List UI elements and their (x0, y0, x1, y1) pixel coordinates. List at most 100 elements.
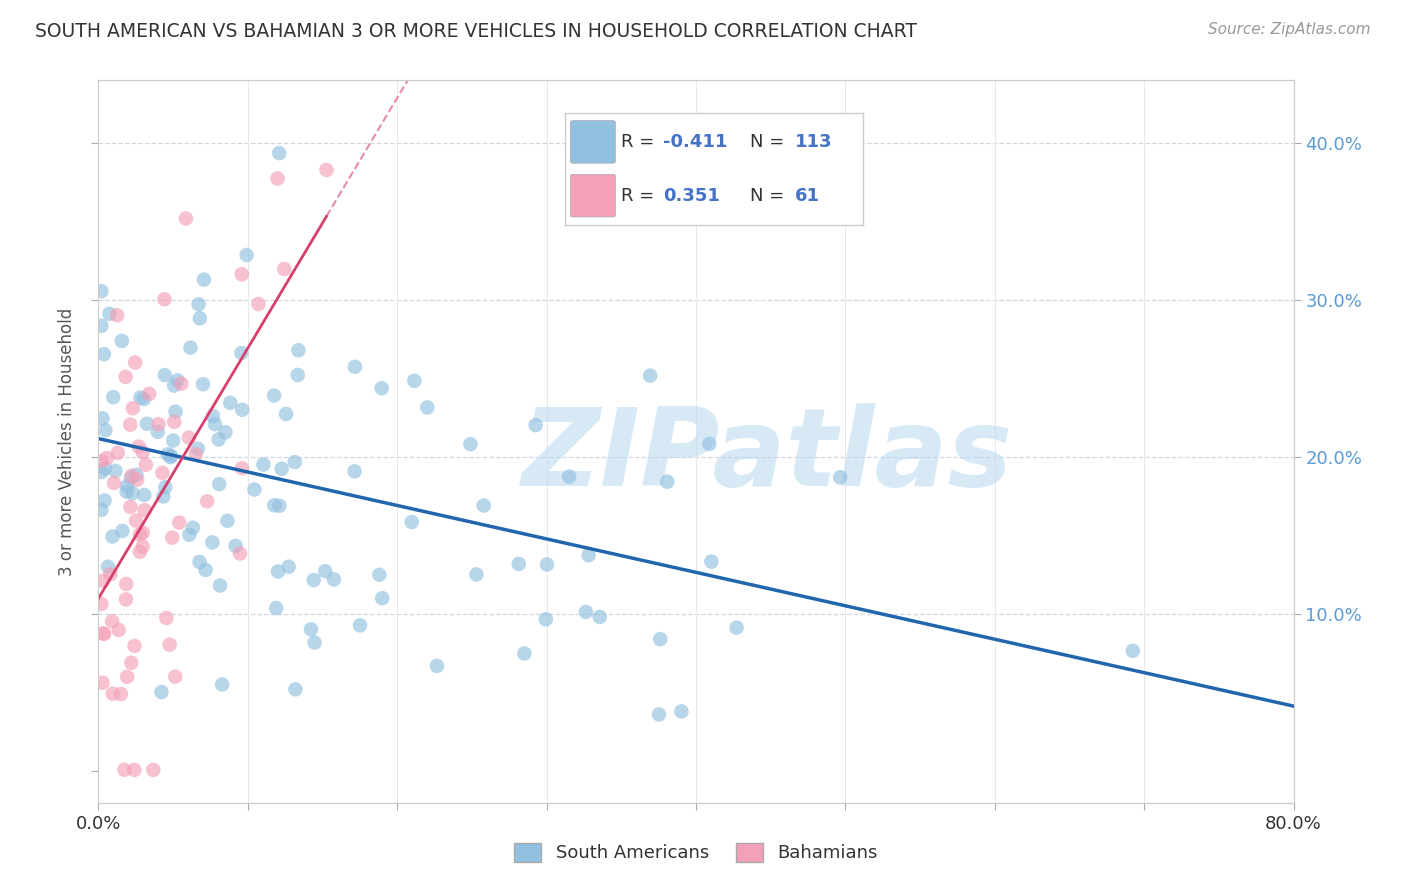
Point (314, 564, 336, 578)
Legend: South Americans, Bahamians: South Americans, Bahamians (508, 836, 884, 870)
Point (179, 341, 201, 355)
Point (179, 528, 201, 542)
Point (135, 417, 157, 431)
Point (128, 527, 150, 541)
Point (343, 464, 366, 478)
Point (134, 488, 156, 502)
Point (94, 423, 117, 437)
Point (274, 407, 297, 421)
Point (138, 387, 160, 401)
Point (201, 409, 224, 423)
Point (287, 368, 309, 382)
Point (91, 626, 114, 640)
Point (107, 623, 129, 637)
Point (269, 146, 291, 161)
Point (90, 454, 112, 468)
Point (128, 440, 150, 454)
Point (153, 368, 176, 383)
Point (124, 763, 146, 777)
Point (508, 557, 530, 571)
Point (225, 539, 247, 553)
Point (465, 567, 488, 582)
Point (121, 486, 143, 500)
Point (131, 540, 153, 554)
Point (156, 447, 179, 461)
Point (323, 573, 346, 587)
Point (132, 392, 155, 406)
Point (153, 293, 176, 307)
Point (263, 388, 285, 402)
Point (170, 376, 193, 391)
Point (231, 402, 253, 417)
Point (195, 494, 218, 508)
Point (120, 500, 142, 514)
Point (115, 592, 138, 607)
Point (129, 545, 152, 559)
Point (247, 297, 270, 311)
Point (231, 461, 253, 475)
Point (370, 381, 392, 395)
Point (120, 417, 142, 432)
Point (93, 627, 115, 641)
Point (162, 434, 184, 448)
Point (184, 447, 207, 461)
Point (159, 450, 181, 464)
Point (94, 461, 117, 475)
Point (650, 632, 672, 647)
Point (163, 415, 186, 429)
Point (187, 442, 209, 456)
Point (302, 573, 325, 587)
Point (177, 431, 200, 445)
Point (426, 659, 449, 673)
Point (125, 514, 148, 528)
Point (129, 391, 152, 405)
Point (165, 670, 187, 684)
Point (132, 525, 155, 540)
Point (160, 449, 183, 463)
Point (91, 411, 114, 425)
Point (93, 347, 115, 361)
Point (134, 503, 156, 517)
Point (90, 284, 112, 298)
Point (122, 401, 145, 416)
Point (187, 297, 209, 311)
Point (115, 479, 138, 493)
Point (1122, 644, 1144, 658)
Point (163, 378, 186, 392)
Point (207, 433, 229, 447)
Point (101, 687, 124, 701)
Point (648, 707, 671, 722)
Point (217, 514, 239, 528)
Point (536, 558, 558, 572)
Point (152, 490, 174, 504)
Text: SOUTH AMERICAN VS BAHAMIAN 3 OR MORE VEHICLES IN HOUSEHOLD CORRELATION CHART: SOUTH AMERICAN VS BAHAMIAN 3 OR MORE VEH… (35, 22, 917, 41)
Point (266, 171, 288, 186)
Point (287, 343, 309, 358)
Point (284, 455, 307, 469)
Point (111, 334, 134, 348)
Point (115, 484, 138, 499)
Point (304, 635, 326, 649)
Point (513, 647, 536, 661)
Point (104, 464, 127, 478)
Point (524, 418, 547, 433)
Point (201, 535, 224, 549)
Point (159, 638, 181, 652)
Point (460, 437, 482, 451)
Point (120, 656, 142, 670)
Point (416, 401, 439, 415)
Point (142, 763, 165, 777)
Point (269, 499, 291, 513)
Point (472, 499, 495, 513)
Point (121, 468, 143, 483)
Point (107, 446, 129, 460)
Point (725, 621, 748, 635)
Point (98, 307, 121, 321)
Point (90, 465, 112, 479)
Point (299, 623, 322, 637)
Point (111, 524, 134, 538)
Point (101, 615, 124, 629)
Point (146, 425, 169, 439)
Point (267, 565, 290, 579)
Point (127, 473, 149, 487)
